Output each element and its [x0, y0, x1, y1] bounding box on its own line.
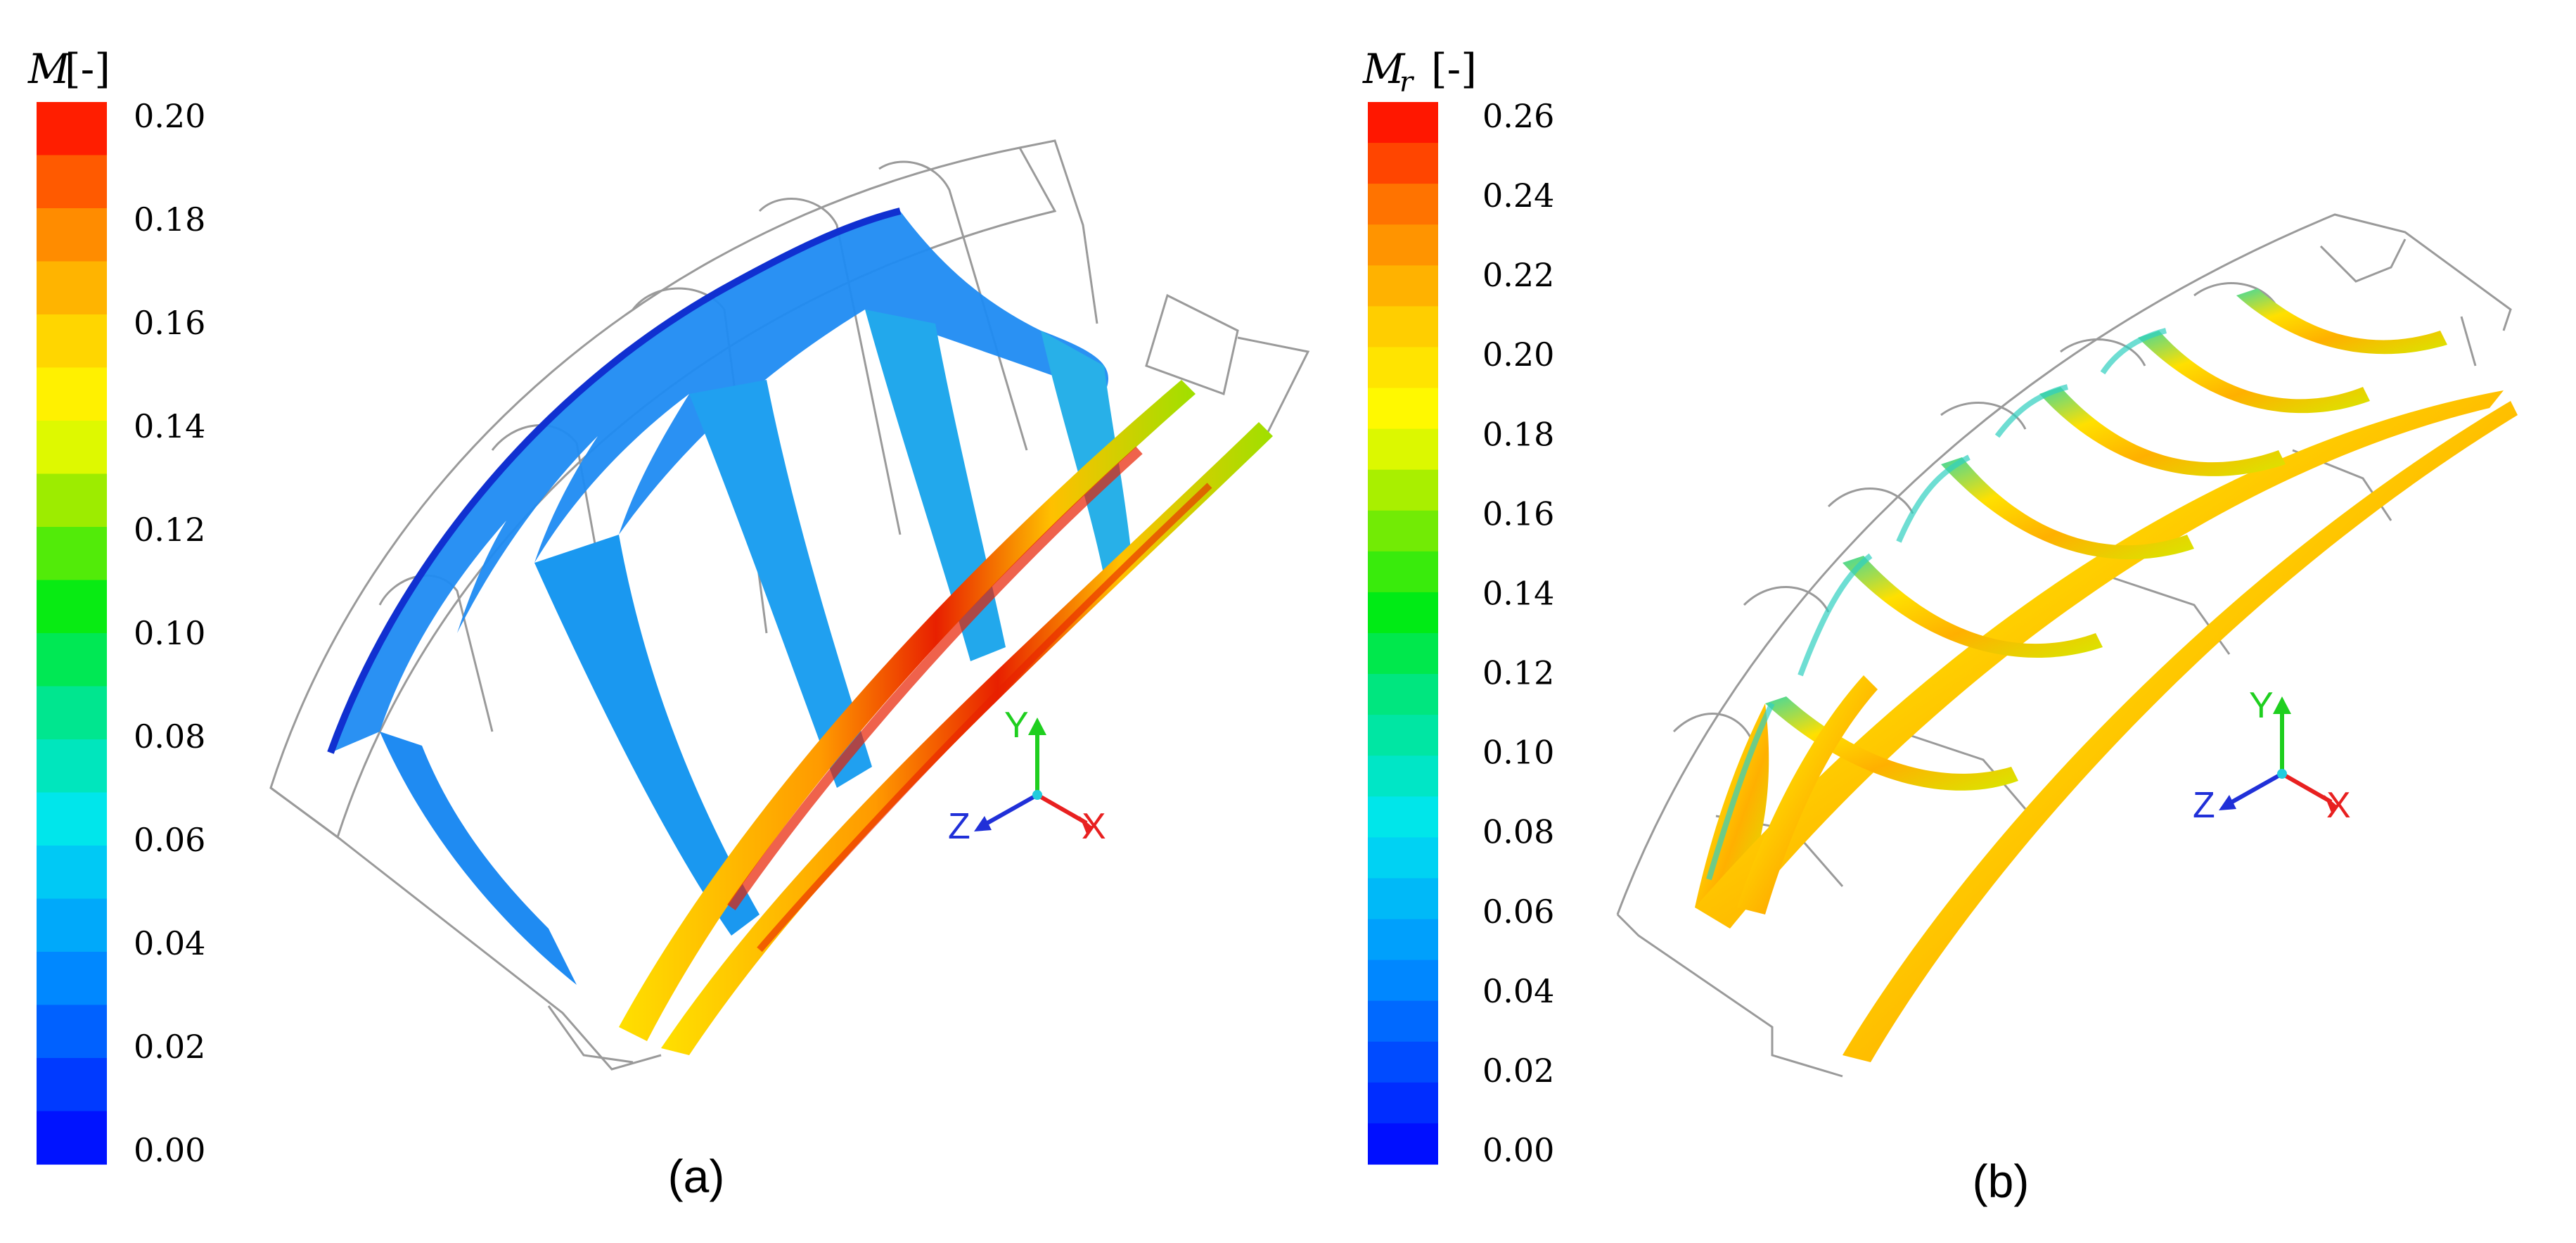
colorbar-b-title-subscript: r: [1399, 66, 1415, 98]
axis-triad-b: Y Z X: [2193, 685, 2351, 826]
colorbar-band: [37, 898, 107, 952]
colorbar-band: [37, 261, 107, 315]
colorbar-band: [37, 527, 107, 581]
colorbar-band: [1368, 715, 1438, 756]
panel-a: M [-] 0.200.180.160.140.120.100.080.060.…: [27, 45, 1310, 1202]
axis-a-x-label: X: [1082, 806, 1106, 847]
colorbar-tick-label: 0.20: [134, 97, 205, 135]
colorbar-band: [1368, 756, 1438, 797]
colorbar-band: [1368, 510, 1438, 552]
colorbar-tick-label: 0.00: [134, 1131, 205, 1169]
colorbar-b-title-symbol: M: [1362, 45, 1406, 93]
colorbar-band: [37, 846, 107, 900]
axis-b-x-label: X: [2326, 785, 2351, 826]
colorbar-b: [1368, 102, 1438, 1165]
colorbar-tick-label: 0.10: [134, 614, 205, 652]
axis-a-y-label: Y: [1004, 705, 1029, 746]
colorbar-band: [1368, 674, 1438, 715]
colorbar-tick-label: 0.08: [134, 718, 205, 756]
colorbar-band: [1368, 265, 1438, 307]
axis-b-y-label: Y: [2249, 685, 2274, 726]
colorbar-a-title-symbol: M: [27, 45, 71, 93]
colorbar-b-tick-labels: 0.26 0.24 0.22 0.20 0.18 0.16 0.14 0.12 0.10 0.08…: [1482, 97, 1554, 1169]
colorbar-tick-label: 0.22: [1482, 256, 1554, 294]
colorbar-tick-label: 0.18: [134, 200, 205, 238]
colorbar-band: [1368, 796, 1438, 838]
colorbar-tick-label: 0.04: [1482, 972, 1554, 1010]
colorbar-tick-label: 0.16: [134, 304, 205, 342]
colorbar-band: [37, 686, 107, 740]
axis-triad-a: Y Z X: [948, 705, 1106, 847]
colorbar-band: [1368, 469, 1438, 511]
colorbar-b-title-unit: [-]: [1431, 45, 1477, 93]
colorbar-band: [1368, 1000, 1438, 1043]
colorbar-band: [37, 952, 107, 1006]
panel-b: M r [-] 0.26 0.24 0.22 0.20 0.18 0.16 0.14 0.12…: [1362, 45, 2518, 1207]
panel-a-caption: (a): [668, 1150, 725, 1202]
colorbar-a: [37, 102, 107, 1165]
colorbar-band: [1368, 837, 1438, 879]
colorbar-band: [37, 1058, 107, 1112]
colorbar-tick-label: 0.24: [1482, 177, 1554, 215]
colorbar-a-tick-labels: 0.20 0.18 0.16 0.14 0.12 0.10 0.08 0.06 0.04 0.02…: [134, 97, 205, 1169]
colorbar-tick-label: 0.10: [1482, 734, 1554, 772]
colorbar-band: [37, 155, 107, 209]
colorbar-band: [1368, 428, 1438, 471]
colorbar-band: [1368, 551, 1438, 593]
impeller-b-leading-edges: [1706, 328, 2167, 881]
colorbar-band: [1368, 1123, 1438, 1165]
colorbar-tick-label: 0.14: [1482, 574, 1554, 612]
colorbar-tick-label: 0.00: [1482, 1131, 1554, 1169]
colorbar-band: [37, 580, 107, 634]
colorbar-tick-label: 0.20: [1482, 336, 1554, 374]
colorbar-band: [1368, 388, 1438, 430]
colorbar-tick-label: 0.12: [1482, 654, 1554, 692]
colorbar-band: [1368, 919, 1438, 961]
colorbar-band: [1368, 224, 1438, 266]
colorbar-band: [1368, 960, 1438, 1002]
colorbar-tick-label: 0.06: [1482, 893, 1554, 931]
colorbar-tick-label: 0.26: [1482, 97, 1554, 135]
colorbar-band: [37, 739, 107, 793]
colorbar-band: [1368, 592, 1438, 634]
colorbar-band: [37, 208, 107, 262]
colorbar-band: [37, 314, 107, 369]
colorbar-band: [1368, 102, 1438, 144]
colorbar-band: [1368, 1041, 1438, 1083]
colorbar-band: [37, 367, 107, 421]
colorbar-band: [1368, 633, 1438, 675]
colorbar-tick-label: 0.02: [1482, 1052, 1554, 1090]
impeller-a-wireframe: [269, 139, 1310, 1071]
colorbar-band: [1368, 347, 1438, 389]
panel-b-caption: (b): [1973, 1155, 2030, 1207]
colorbar-tick-label: 0.18: [1482, 415, 1554, 453]
colorbar-band: [1368, 184, 1438, 225]
axis-a-z-label: Z: [948, 806, 970, 847]
colorbar-tick-label: 0.12: [134, 511, 205, 549]
colorbar-band: [37, 792, 107, 846]
impeller-a-passages-high-mach: [619, 380, 1273, 1055]
colorbar-band: [37, 1005, 107, 1059]
colorbar-band: [1368, 143, 1438, 184]
colorbar-band: [37, 633, 107, 687]
colorbar-tick-label: 0.04: [134, 924, 205, 962]
colorbar-band: [1368, 878, 1438, 920]
impeller-a-blades-low-mach: [327, 208, 1132, 985]
colorbar-band: [37, 102, 107, 156]
colorbar-tick-label: 0.16: [1482, 495, 1554, 533]
colorbar-band: [37, 1111, 107, 1165]
impeller-b-passages: [1695, 288, 2518, 1062]
colorbar-band: [1368, 1082, 1438, 1124]
colorbar-tick-label: 0.08: [1482, 813, 1554, 851]
colorbar-tick-label: 0.02: [134, 1028, 205, 1066]
colorbar-band: [1368, 306, 1438, 348]
colorbar-band: [37, 473, 107, 528]
colorbar-band: [37, 421, 107, 475]
colorbar-a-title-unit: [-]: [65, 45, 110, 93]
colorbar-tick-label: 0.14: [134, 407, 205, 445]
axis-b-z-label: Z: [2193, 785, 2215, 826]
colorbar-tick-label: 0.06: [134, 821, 205, 859]
